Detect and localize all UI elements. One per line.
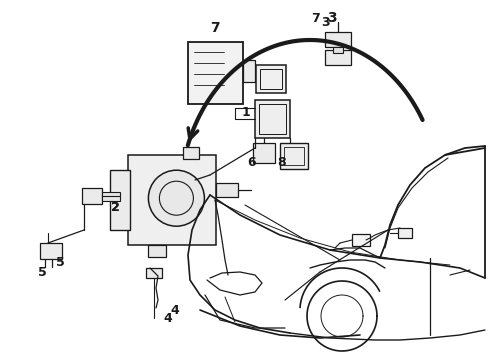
Bar xyxy=(188,42,243,104)
Bar xyxy=(260,69,282,89)
Text: 8: 8 xyxy=(278,156,286,168)
Text: 6: 6 xyxy=(247,156,256,168)
Bar xyxy=(183,147,199,159)
Bar xyxy=(325,50,351,65)
Bar xyxy=(82,188,102,204)
Bar xyxy=(255,100,290,138)
Bar xyxy=(280,143,308,169)
Bar xyxy=(333,47,343,53)
Bar xyxy=(216,183,238,197)
Text: 3: 3 xyxy=(327,11,337,25)
Bar xyxy=(253,143,275,163)
Bar xyxy=(259,104,286,134)
Bar xyxy=(40,243,62,259)
Text: 2: 2 xyxy=(111,201,120,213)
Text: 1: 1 xyxy=(242,105,250,118)
Text: 4: 4 xyxy=(171,303,179,316)
Bar xyxy=(256,65,286,93)
Text: 4: 4 xyxy=(164,311,172,324)
Text: 3: 3 xyxy=(320,15,329,28)
Bar xyxy=(146,268,162,278)
Bar xyxy=(325,32,351,47)
Circle shape xyxy=(148,170,204,226)
Bar xyxy=(128,155,216,245)
Text: 5: 5 xyxy=(38,266,47,279)
Bar xyxy=(102,192,120,201)
Bar xyxy=(148,245,166,257)
Text: 7: 7 xyxy=(210,21,220,35)
Text: 5: 5 xyxy=(56,256,64,270)
Bar xyxy=(352,234,370,246)
Bar xyxy=(110,170,130,230)
Bar xyxy=(243,60,255,82)
Bar xyxy=(284,147,304,165)
Text: 2: 2 xyxy=(111,201,120,213)
Bar xyxy=(398,228,412,238)
Text: 7: 7 xyxy=(311,12,319,24)
